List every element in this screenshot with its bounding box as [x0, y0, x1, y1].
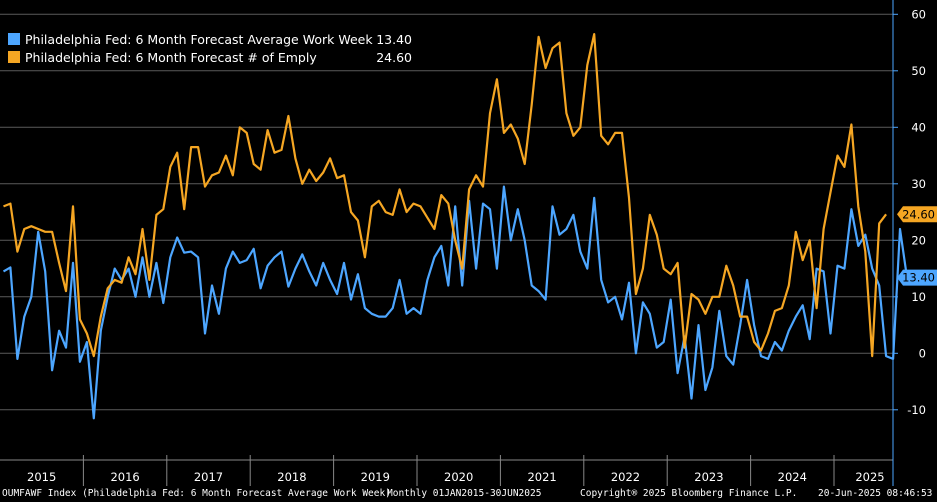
y-tick-label: 0	[919, 346, 926, 360]
y-tick-label: 50	[911, 64, 926, 78]
legend-item-work-week: Philadelphia Fed: 6 Month Forecast Avera…	[8, 30, 412, 48]
y-axis: -10 0 10 20 30 40 50 60	[892, 0, 926, 486]
legend-label: Philadelphia Fed: 6 Month Forecast Avera…	[25, 31, 373, 47]
last-value-tags: 13.40 24.60	[897, 206, 937, 286]
legend: Philadelphia Fed: 6 Month Forecast Avera…	[8, 30, 412, 66]
x-tick-label: 2022	[611, 470, 640, 484]
series-lines	[2, 32, 909, 420]
last-value-tag-employment	[897, 206, 937, 223]
legend-value: 13.40	[376, 31, 412, 47]
y-tick-label: 20	[911, 233, 926, 247]
footer-index-info: OUMFAWF Index (Philadelphia Fed: 6 Month…	[2, 488, 391, 499]
x-tick-label: 2025	[855, 470, 884, 484]
x-tick-label: 2020	[444, 470, 473, 484]
footer-period: Monthly 01JAN2015-30JUN2025	[387, 488, 542, 499]
x-tick-label: 2015	[27, 470, 56, 484]
legend-label: Philadelphia Fed: 6 Month Forecast # of …	[25, 49, 317, 65]
y-tick-label: -10	[907, 403, 926, 417]
x-tick-label: 2021	[527, 470, 556, 484]
y-tick-label: 40	[911, 120, 926, 134]
legend-swatch-work-week	[8, 33, 20, 45]
x-tick-label: 2018	[277, 470, 306, 484]
x-tick-label: 2016	[110, 470, 139, 484]
footer: OUMFAWF Index (Philadelphia Fed: 6 Month…	[0, 486, 937, 502]
x-tick-label: 2017	[194, 470, 223, 484]
legend-swatch-employment	[8, 51, 20, 63]
footer-timestamp: 20-Jun-2025 08:46:53	[818, 488, 933, 499]
last-value-tag-work-week	[897, 269, 937, 286]
legend-value: 24.60	[376, 49, 412, 65]
x-axis-ticks: 2015 2016 2017 2018 2019 2020 2021 2022 2023 2024…	[0, 455, 893, 486]
y-tick-label: 10	[911, 290, 926, 304]
x-tick-label: 2019	[361, 470, 390, 484]
line-chart: 2015 2016 2017 2018 2019 2020 2021 2022 2023 2024…	[0, 0, 937, 486]
last-value-label: 24.60	[902, 207, 935, 221]
x-tick-label: 2023	[694, 470, 723, 484]
last-value-label: 13.40	[902, 271, 935, 285]
y-tick-label: 30	[911, 177, 926, 191]
x-tick-label: 2024	[778, 470, 807, 484]
series-line-employment	[3, 32, 887, 358]
footer-copyright: Copyright® 2025 Bloomberg Finance L.P.	[580, 488, 798, 499]
legend-item-employment: Philadelphia Fed: 6 Month Forecast # of …	[8, 48, 412, 66]
y-tick-label: 60	[911, 7, 926, 21]
series-line-work-week	[2, 185, 909, 420]
